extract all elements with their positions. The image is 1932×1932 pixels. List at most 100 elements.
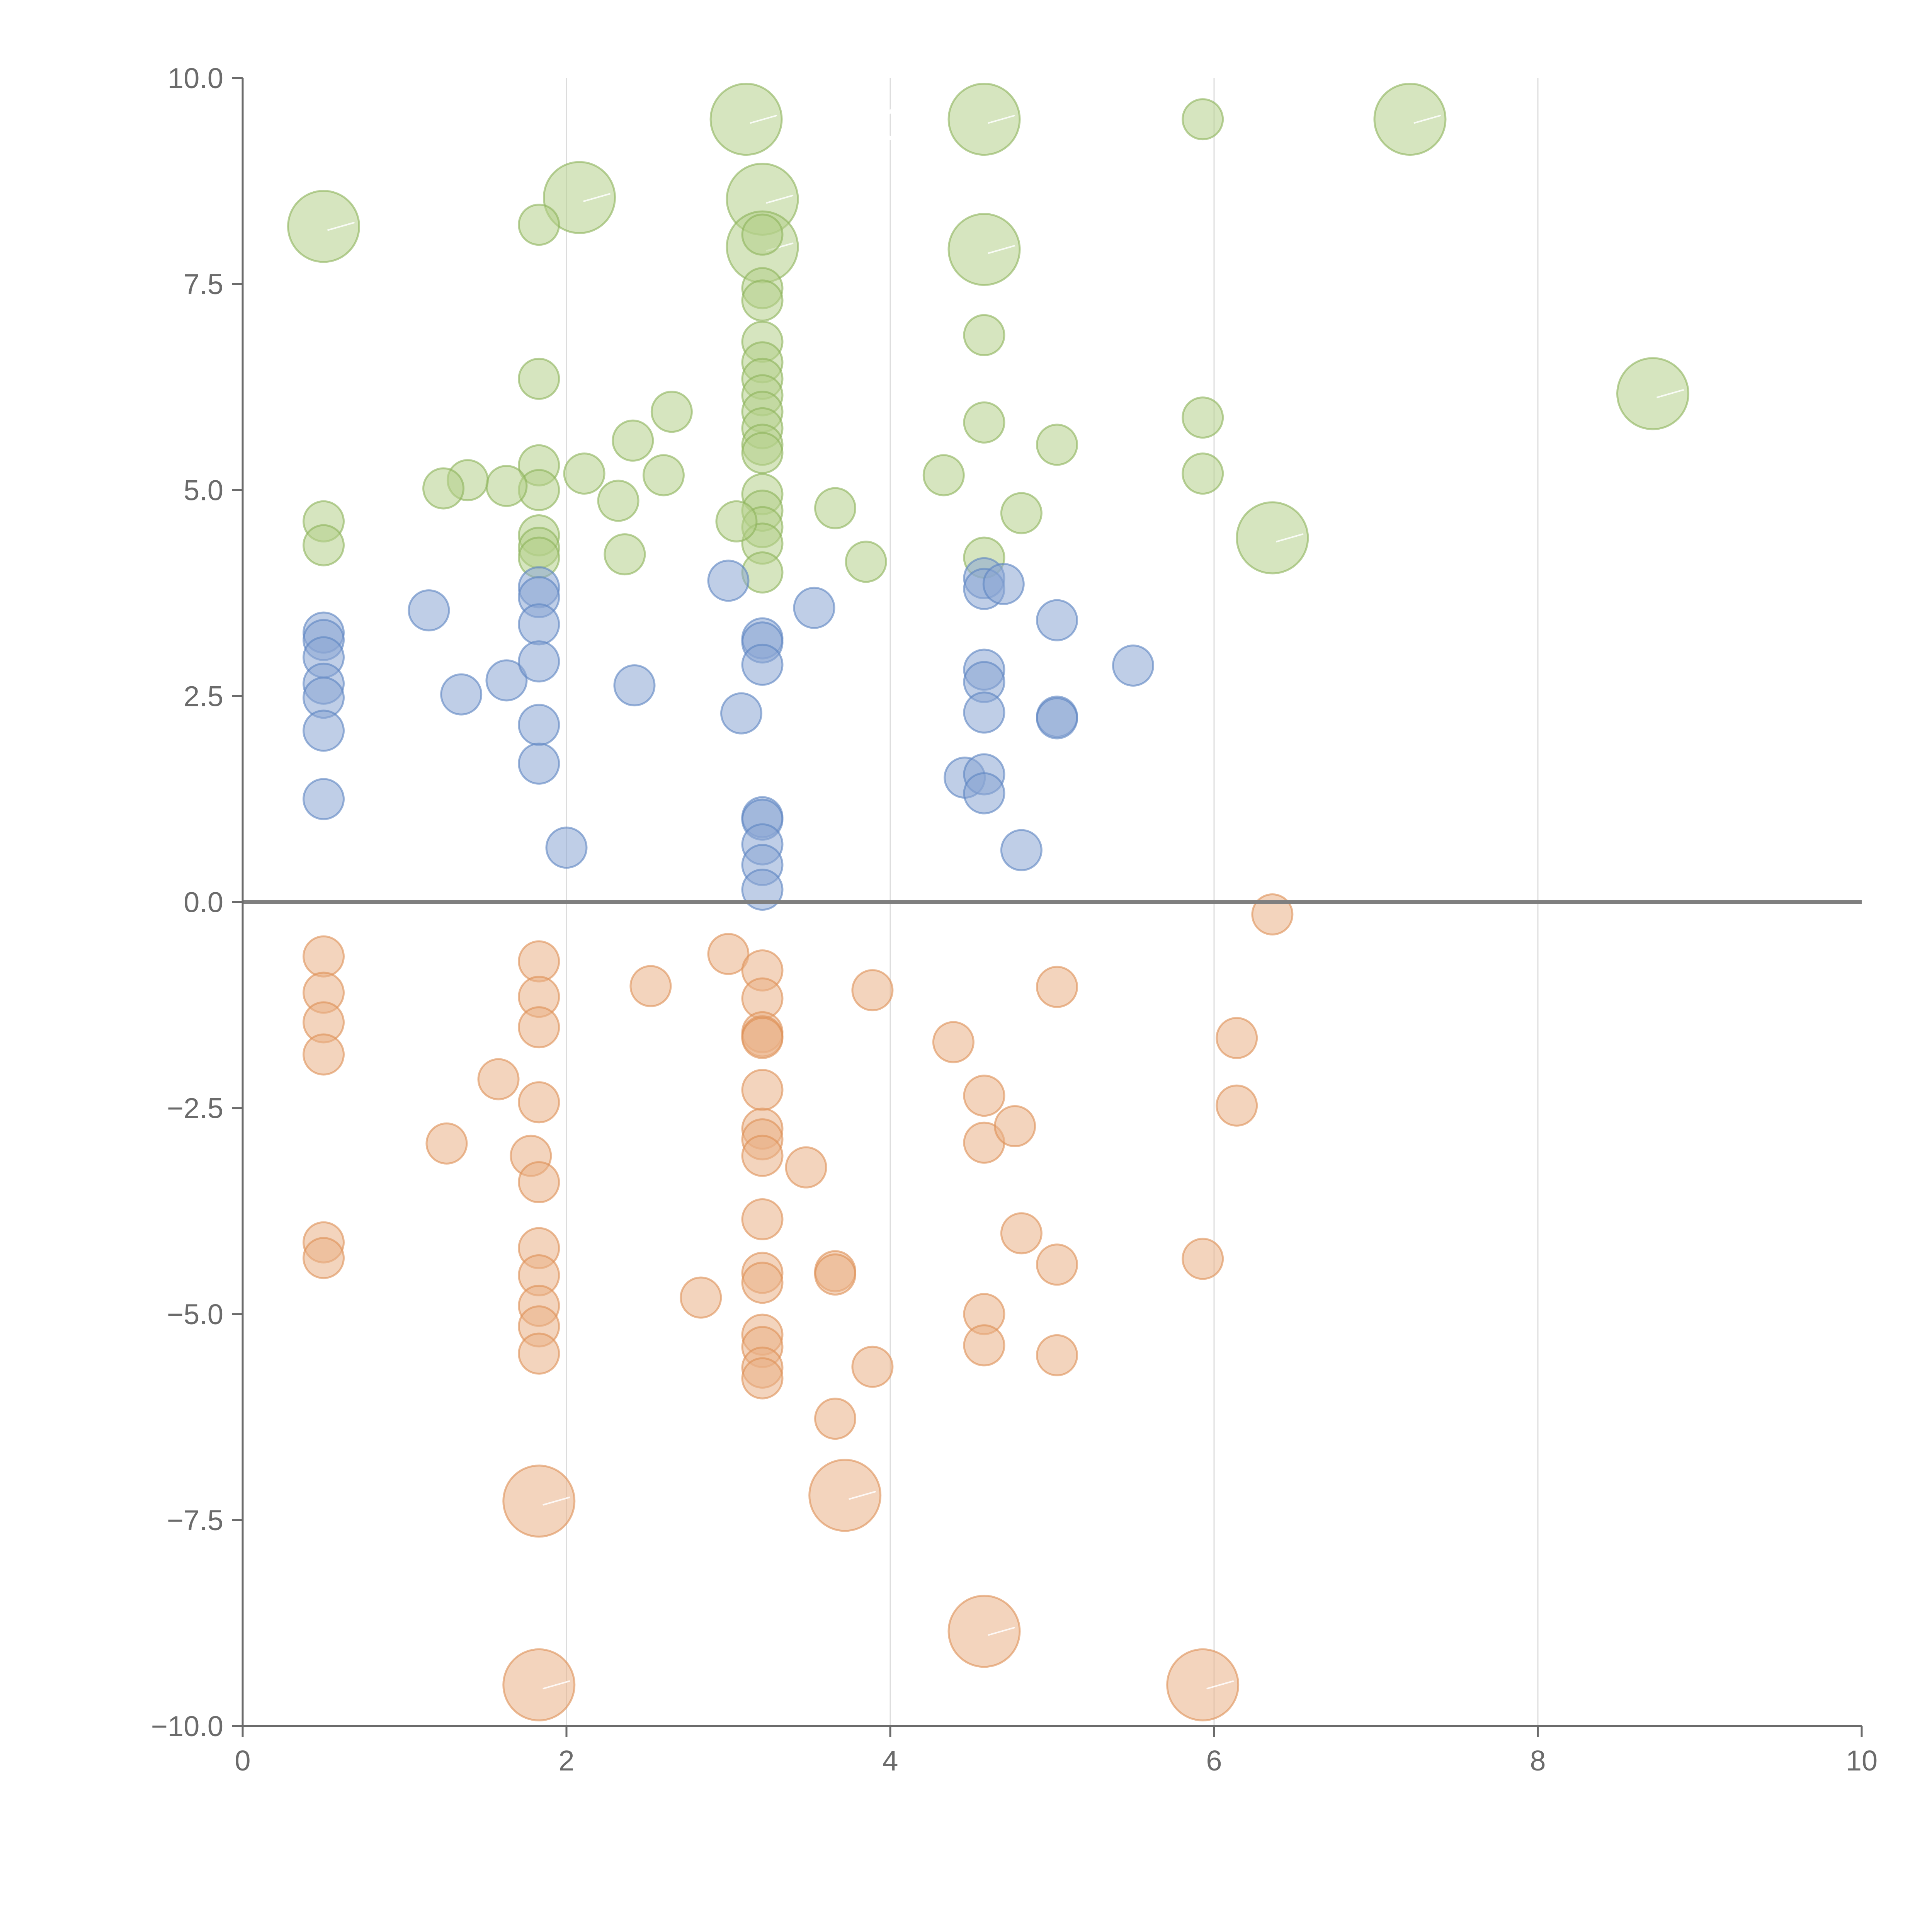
x-tick-label-4: 8 (1530, 1745, 1546, 1777)
leader-line-green-7 (1413, 114, 1441, 124)
y-tick-label-6: −5.0 (167, 1298, 223, 1330)
bubble-blue-12 (518, 603, 560, 646)
bubble-green-1 (543, 161, 616, 234)
bubble-green-7 (1373, 83, 1447, 156)
y-tick-label-8: −10.0 (151, 1710, 223, 1742)
bubble-green-13 (1182, 98, 1224, 141)
bubble-orange-60 (1182, 1238, 1224, 1280)
bubble-blue-37 (982, 563, 1025, 605)
bubble-orange-24 (518, 1332, 560, 1375)
y-tick-label-2: 5.0 (184, 474, 223, 506)
bubble-green-43 (597, 480, 639, 522)
leader-line-orange-0 (543, 1496, 570, 1506)
x-tick-label-2: 4 (882, 1745, 898, 1777)
bubble-green-6 (947, 213, 1021, 286)
annotation-text-1: ox (879, 88, 940, 153)
bubble-orange-50 (932, 1021, 975, 1063)
leader-line-orange-2 (988, 1626, 1015, 1636)
leader-line-green-5 (988, 114, 1015, 124)
bubble-orange-0 (502, 1464, 576, 1538)
bubble-orange-59 (1036, 1334, 1078, 1376)
y-tick-label-0: 10.0 (168, 62, 223, 94)
bubble-orange-55 (994, 1105, 1036, 1148)
bubble-blue-19 (720, 692, 763, 735)
bubble-green-55 (303, 524, 345, 566)
bubble-green-15 (650, 391, 693, 433)
bubble-green-12 (963, 314, 1005, 356)
bubble-green-41 (612, 419, 654, 462)
bubble-green-14 (518, 357, 560, 400)
bubble-green-17 (741, 279, 784, 322)
bubble-green-27 (1036, 423, 1078, 466)
bubble-orange-48 (851, 969, 894, 1012)
bubble-green-25 (741, 432, 784, 474)
bubble-green-30 (922, 454, 965, 497)
bubble-orange-17 (518, 1006, 560, 1049)
bubble-blue-15 (518, 742, 560, 785)
bubble-blue-8 (440, 673, 483, 716)
bubble-green-45 (563, 452, 605, 495)
y-tick-label-5: −2.5 (167, 1092, 223, 1124)
leader-line-orange-3 (543, 1680, 570, 1690)
bubble-orange-13 (477, 1058, 520, 1100)
leader-line-green-3 (766, 194, 794, 204)
leader-line-green-6 (988, 245, 1015, 254)
bubble-orange-49 (851, 1345, 894, 1388)
leader-line-green-8 (1656, 389, 1684, 398)
bubble-blue-39 (1036, 599, 1078, 641)
bubble-blue-6 (303, 778, 345, 820)
bubble-green-29 (1182, 452, 1224, 495)
bubble-green-9 (1236, 501, 1309, 575)
leader-line-green-2 (750, 114, 777, 124)
bubble-orange-61 (1216, 1017, 1258, 1059)
bubble-blue-14 (518, 704, 560, 746)
bubble-orange-15 (518, 940, 560, 983)
bubble-orange-46 (814, 1253, 857, 1296)
x-tick-label-1: 2 (558, 1745, 574, 1777)
bubble-green-53 (422, 467, 465, 510)
x-tick-label-3: 6 (1206, 1745, 1222, 1777)
bubble-orange-58 (1036, 1243, 1078, 1286)
bubble-blue-34 (963, 691, 1005, 734)
bubble-green-42 (642, 454, 685, 497)
bubble-green-8 (1616, 357, 1689, 430)
bubble-orange-43 (741, 1357, 784, 1400)
bubble-orange-3 (502, 1648, 576, 1721)
x-tick-label-0: 0 (235, 1745, 250, 1777)
bubble-orange-9 (303, 1033, 345, 1076)
bubble-blue-16 (545, 827, 588, 869)
bubble-blue-27 (741, 869, 784, 911)
bubble-green-2 (709, 83, 783, 156)
bubble-orange-26 (680, 1276, 722, 1319)
bubble-orange-37 (741, 1198, 784, 1241)
bubble-green-33 (814, 487, 857, 529)
bubble-orange-33 (741, 1069, 784, 1111)
bubble-green-34 (845, 541, 887, 583)
bubble-layer (287, 83, 1689, 1721)
bubble-orange-57 (1036, 966, 1078, 1008)
bubble-orange-62 (1216, 1084, 1258, 1127)
bubble-orange-54 (963, 1324, 1005, 1367)
bubble-green-44 (604, 533, 646, 576)
bubble-blue-18 (707, 560, 750, 602)
leader-line-green-9 (1276, 533, 1304, 543)
bubble-orange-51 (963, 1075, 1005, 1117)
bubble-orange-27 (707, 933, 750, 975)
bubble-blue-9 (485, 659, 528, 702)
bubble-green-0 (287, 190, 360, 263)
bubble-green-31 (1000, 492, 1043, 534)
bubble-orange-12 (425, 1122, 468, 1165)
x-tick-label-5: 10 (1846, 1745, 1878, 1777)
bubble-orange-39 (741, 1262, 784, 1304)
bubble-green-11 (741, 213, 784, 256)
bubble-green-28 (1182, 396, 1224, 439)
bubble-orange-36 (741, 1134, 784, 1177)
bubble-blue-42 (1112, 644, 1154, 687)
bubble-green-26 (963, 401, 1005, 444)
y-tick-label-1: 7.5 (184, 268, 223, 300)
bubble-green-51 (485, 465, 528, 507)
bubble-orange-25 (629, 965, 672, 1007)
